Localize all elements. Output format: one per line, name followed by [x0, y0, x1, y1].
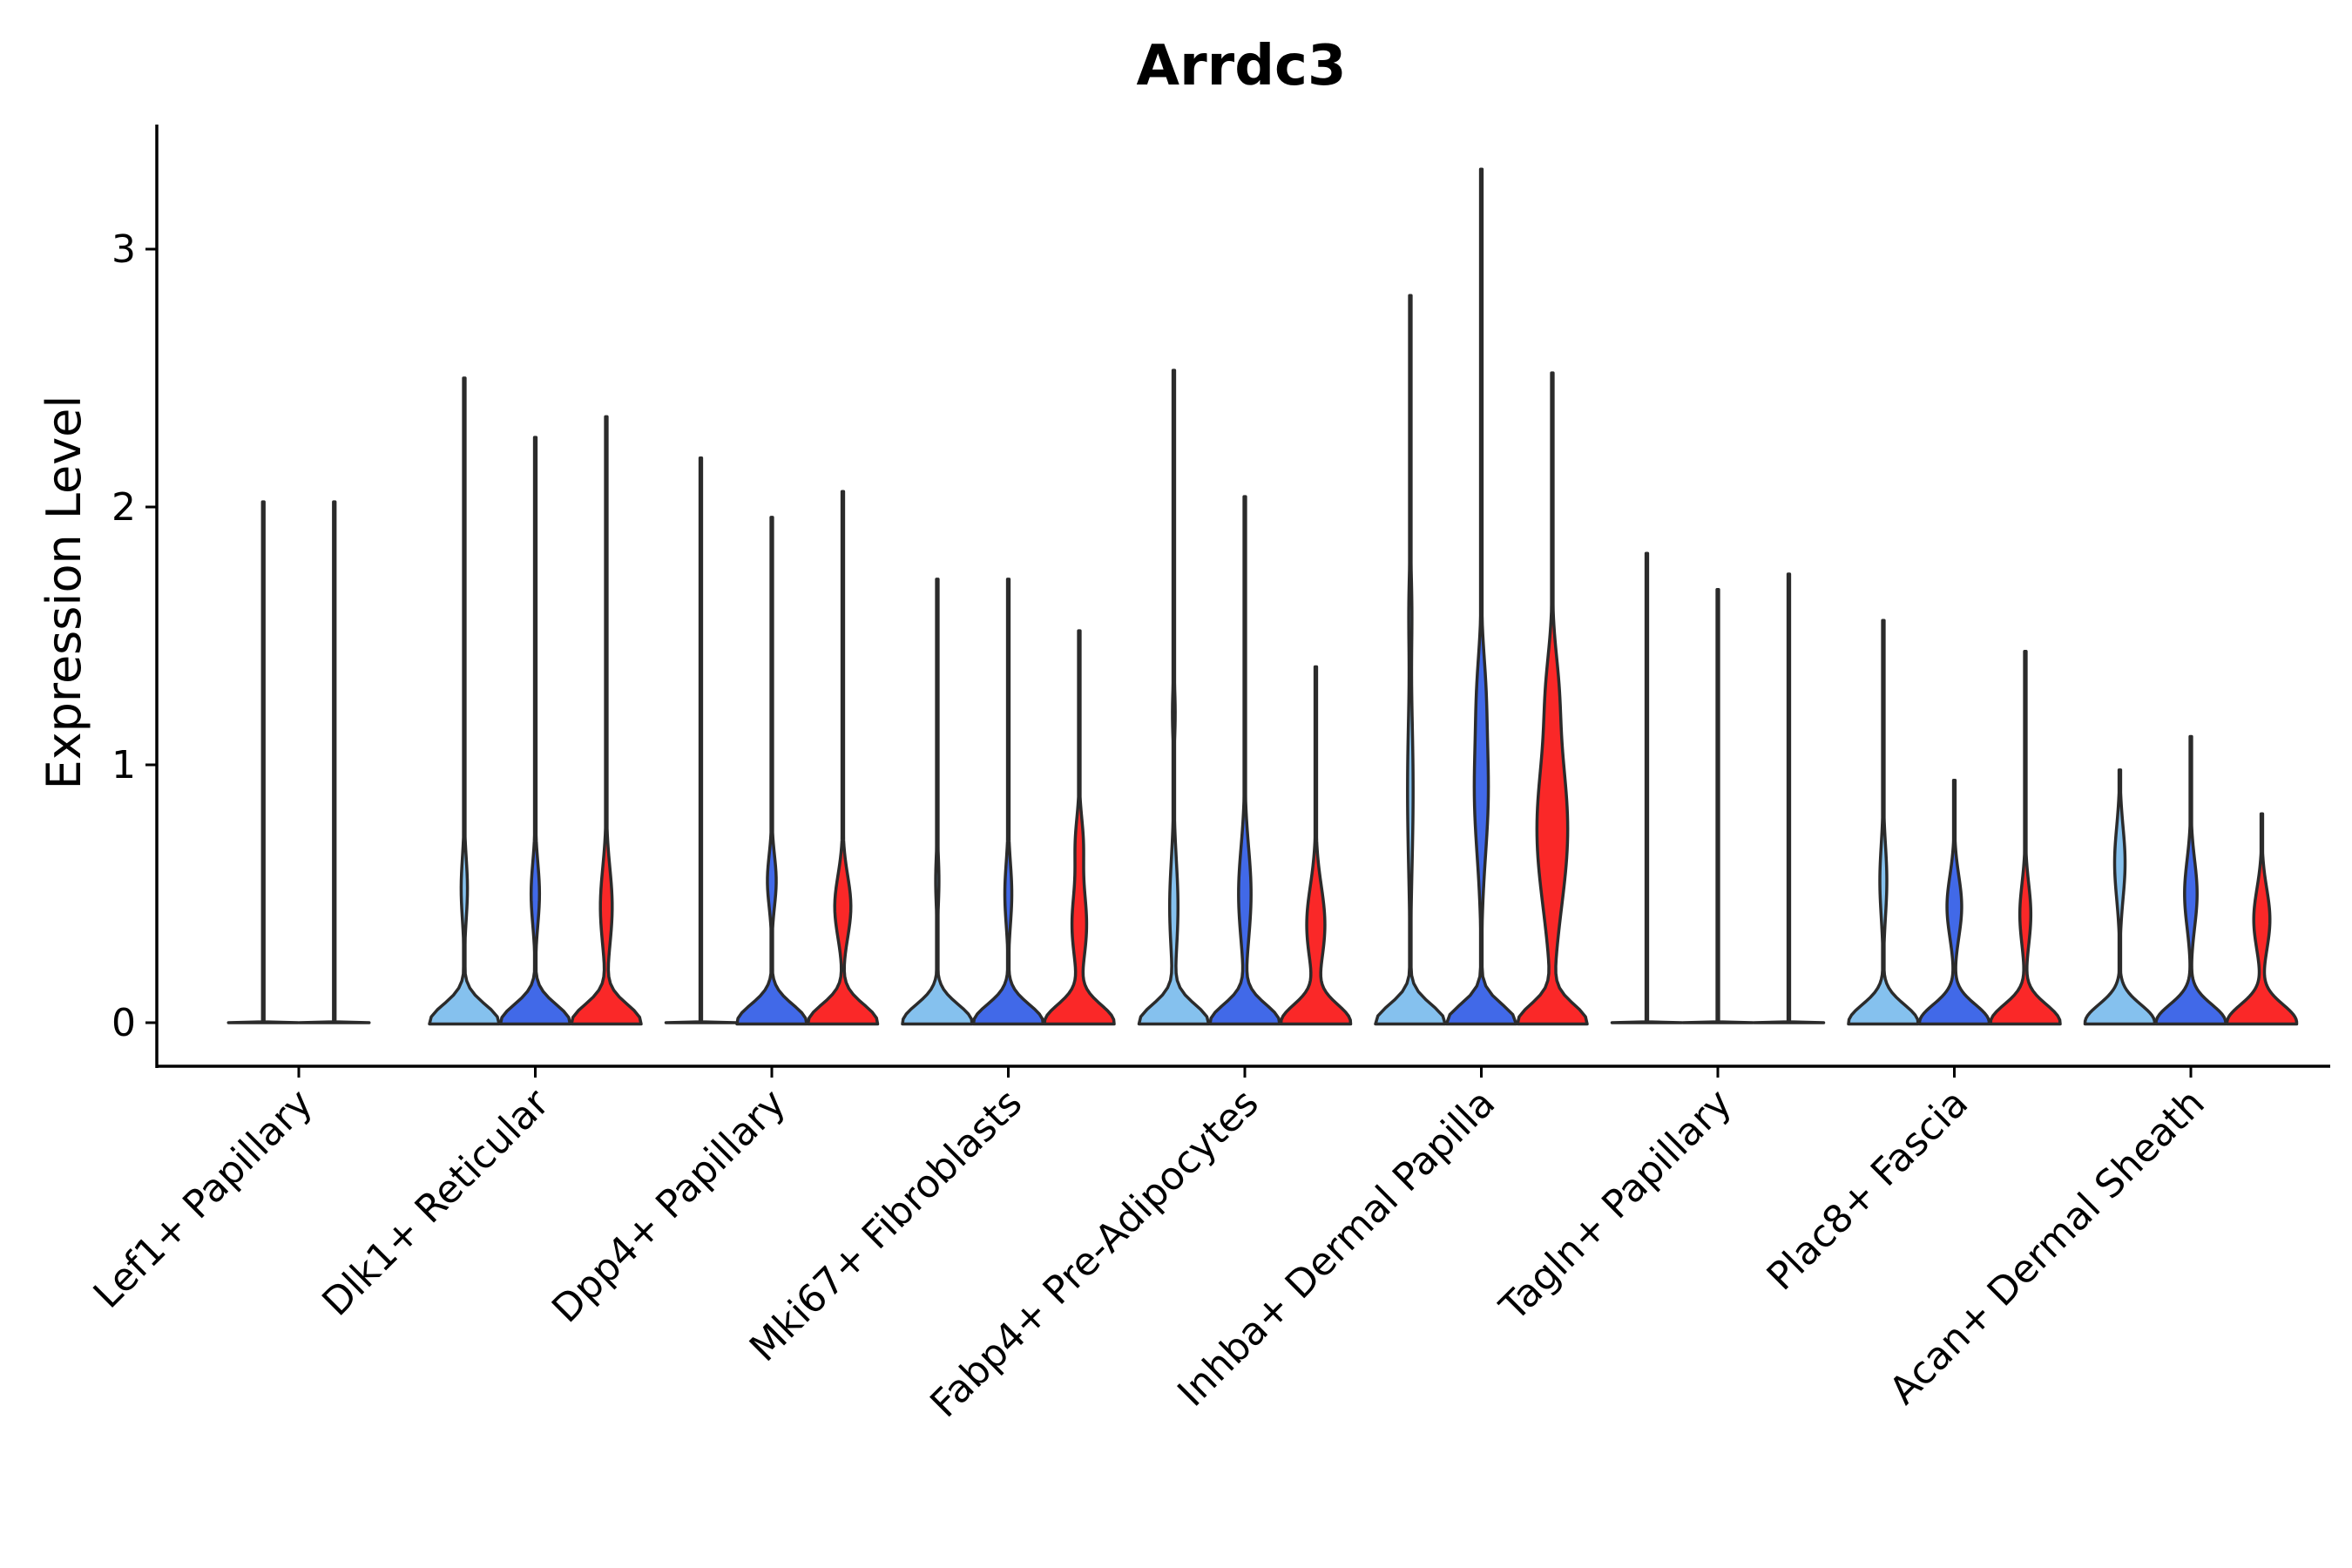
violin-7-2: [1681, 587, 1754, 1024]
x-tick-label: Lef1+ Papillary: [85, 1081, 321, 1317]
y-tick-label: 0: [112, 1001, 136, 1045]
violin-3-3: [806, 490, 880, 1026]
violin-7-3: [1752, 572, 1826, 1024]
y-tick-label: 3: [112, 227, 136, 272]
violin-9-3: [2225, 812, 2299, 1026]
x-tick-label: Plac8+ Fascia: [1759, 1081, 1977, 1300]
violin-6-3: [1516, 371, 1589, 1026]
violin-8-1: [1847, 618, 1920, 1026]
violin-1-2: [298, 500, 371, 1024]
violin-4-2: [971, 578, 1045, 1026]
violin-3-2: [735, 516, 808, 1026]
violin-9-1: [2083, 768, 2157, 1026]
violin-6-2: [1444, 167, 1518, 1026]
chart-title: Arrdc3: [1137, 34, 1347, 98]
x-tick-label: Dpp4+ Papillary: [544, 1081, 794, 1332]
violin-2-2: [498, 436, 572, 1026]
violin-4-3: [1043, 629, 1116, 1026]
y-tick-label: 2: [112, 485, 136, 530]
violin-4-1: [901, 578, 974, 1026]
violin-3-1: [664, 456, 738, 1024]
violin-6-1: [1374, 294, 1447, 1026]
violin-5-3: [1279, 665, 1353, 1026]
violin-8-3: [1989, 650, 2062, 1026]
violin-2-1: [428, 376, 501, 1026]
violin-7-1: [1610, 551, 1684, 1024]
violin-5-2: [1208, 495, 1281, 1026]
y-tick-label: 1: [112, 743, 136, 787]
violin-2-3: [570, 415, 643, 1026]
x-tick-label: Dlk1+ Reticular: [314, 1080, 558, 1325]
violin-5-1: [1137, 368, 1211, 1026]
violin-8-2: [1917, 779, 1991, 1026]
y-axis-label: Expression Level: [37, 395, 91, 790]
violin-1-1: [226, 500, 300, 1024]
violins-layer: [226, 167, 2299, 1026]
violin-9-2: [2154, 734, 2227, 1026]
x-tick-label: Mki67+ Fibroblasts: [741, 1081, 1031, 1370]
x-tick-label: Tagln+ Papillary: [1491, 1081, 1740, 1330]
y-ticks: 0 1 2 3: [112, 227, 157, 1045]
